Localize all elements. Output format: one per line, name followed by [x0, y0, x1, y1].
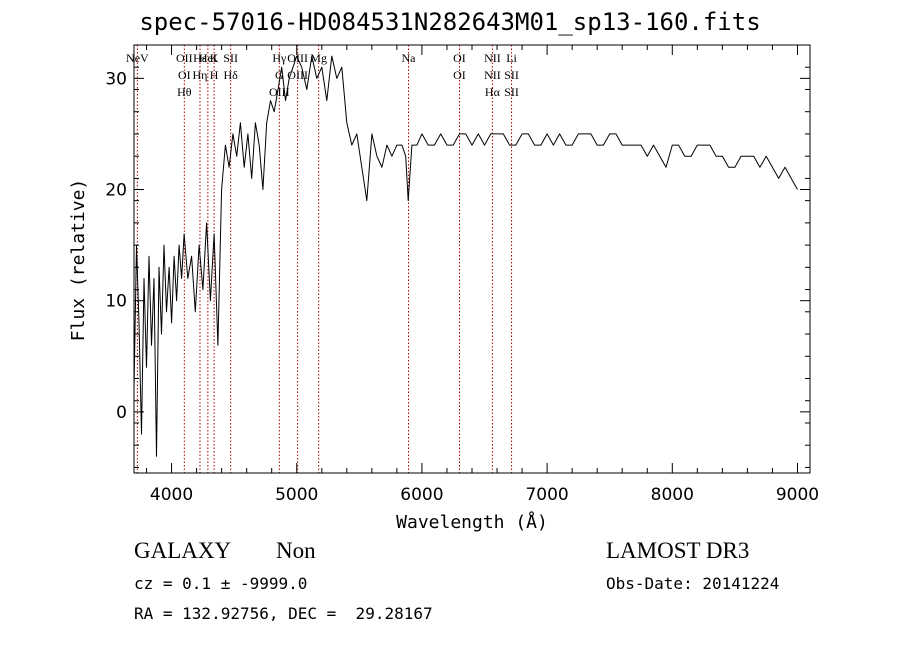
spectrum-line: [133, 55, 798, 457]
line-label: Hδ: [223, 68, 238, 82]
line-label: OI: [453, 51, 466, 65]
line-label: Li: [506, 51, 517, 65]
survey-release: LAMOST DR3: [606, 538, 750, 563]
line-label: Hγ: [272, 51, 287, 65]
line-label: Na: [402, 51, 417, 65]
coordinates: RA = 132.92756, DEC = 29.28167: [134, 604, 433, 623]
plot-frame: [133, 44, 811, 474]
emission-line-markers: NeV OIIOIHθHεHηHeIKHSIIHδHγGOIIIOIIIOIIIM…: [126, 45, 519, 473]
line-label: Hα: [485, 85, 501, 99]
line-label: SII: [504, 68, 519, 82]
spectrum-series: [133, 55, 798, 457]
line-label: SII: [504, 85, 519, 99]
line-label: NeV: [126, 51, 149, 65]
x-tick-label: 5000: [275, 485, 318, 505]
observation-date: Obs-Date: 20141224: [606, 574, 780, 593]
y-axis-ticks: 0 10 20 30: [105, 66, 810, 468]
line-label: Hη: [192, 68, 207, 82]
object-class: GALAXY: [134, 538, 232, 563]
line-label: HeI: [199, 51, 217, 65]
x-tick-label: 7000: [525, 485, 568, 505]
chart-title: spec-57016-HD084531N282643M01_sp13-160.f…: [139, 8, 761, 36]
x-tick-label: 9000: [776, 485, 819, 505]
x-tick-label: 8000: [651, 485, 694, 505]
x-axis-label: Wavelength (Å): [396, 511, 548, 533]
line-label: K: [210, 51, 219, 65]
line-label: OI: [178, 68, 191, 82]
line-label: OII: [176, 51, 193, 65]
y-tick-label: 30: [105, 69, 127, 89]
subclass: Non: [276, 538, 316, 563]
y-tick-label: 10: [105, 292, 127, 312]
redshift-cz: cz = 0.1 ± -9999.0: [134, 574, 308, 593]
line-label: NII: [484, 51, 501, 65]
line-label: NII: [484, 68, 501, 82]
line-label: G: [275, 68, 284, 82]
line-label: SII: [223, 51, 238, 65]
y-axis-label: Flux (relative): [68, 179, 89, 342]
x-tick-label: 4000: [150, 485, 193, 505]
y-tick-label: 20: [105, 181, 127, 201]
line-label: Mg: [310, 51, 327, 65]
x-tick-label: 6000: [400, 485, 443, 505]
line-label: OI: [453, 68, 466, 82]
line-label: Hε: [193, 51, 207, 65]
line-label: H: [210, 68, 219, 82]
line-label: Hθ: [177, 85, 192, 99]
x-axis-ticks: 4000 5000 6000 7000 8000 9000: [146, 45, 819, 505]
y-tick-label: 0: [116, 403, 127, 423]
